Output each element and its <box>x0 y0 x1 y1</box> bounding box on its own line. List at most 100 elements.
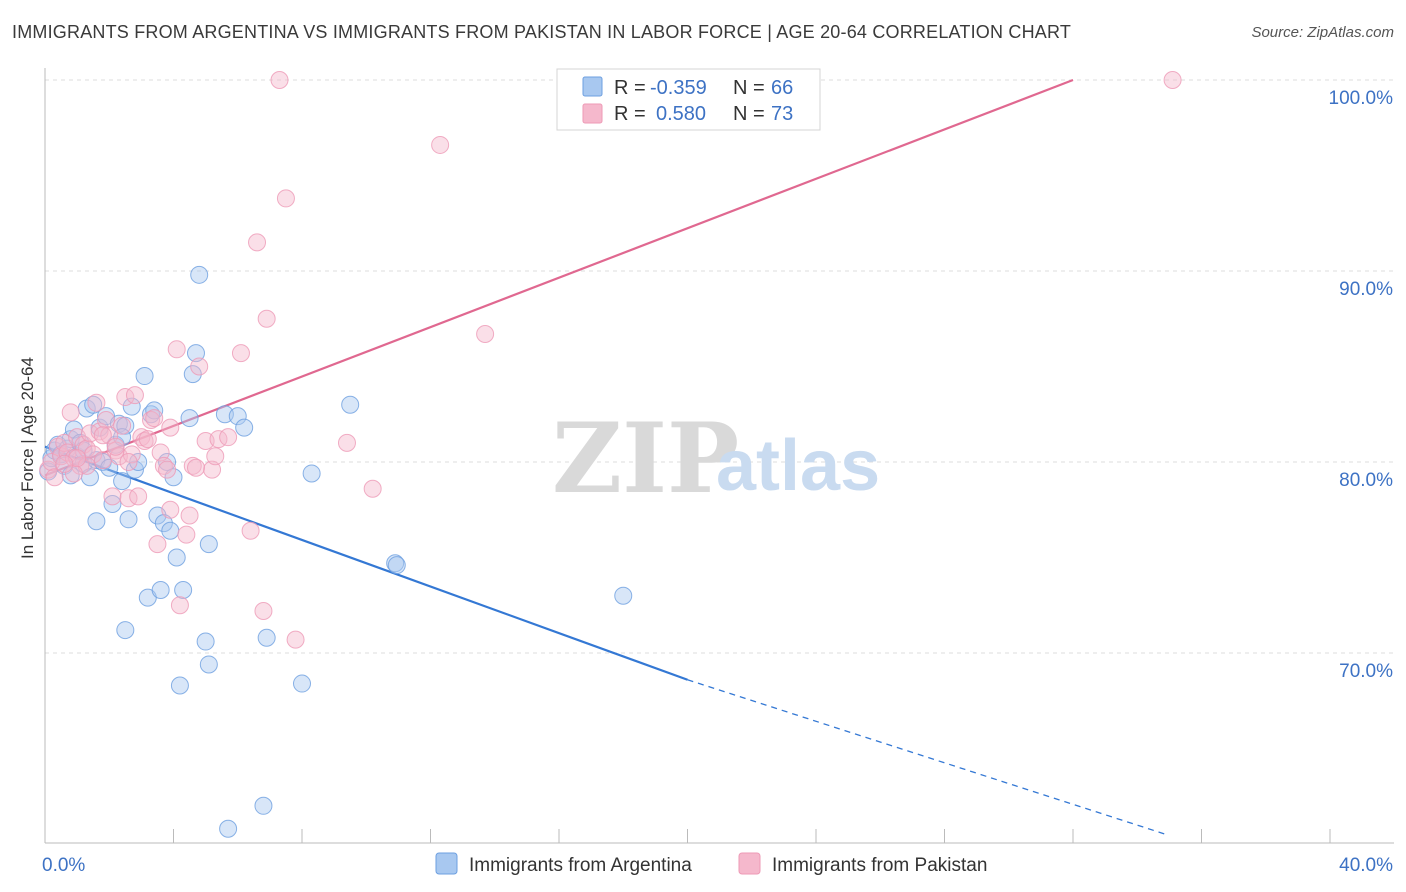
data-point-pakistan[interactable] <box>203 460 222 479</box>
data-point-pakistan[interactable] <box>142 410 161 429</box>
data-point-argentina[interactable] <box>254 796 273 815</box>
scatter-points[interactable] <box>39 71 1182 838</box>
data-point-argentina[interactable] <box>228 407 247 426</box>
data-point-pakistan[interactable] <box>129 487 148 506</box>
data-point-pakistan[interactable] <box>113 416 132 435</box>
y-tick-labels: 70.0% 80.0% 90.0% 100.0% <box>1329 88 1394 682</box>
data-point-pakistan[interactable] <box>100 426 119 445</box>
data-point-argentina[interactable] <box>164 468 183 487</box>
data-point-pakistan[interactable] <box>190 357 209 376</box>
data-point-pakistan[interactable] <box>97 410 116 429</box>
data-point-pakistan[interactable] <box>161 500 180 519</box>
data-point-pakistan[interactable] <box>145 409 164 428</box>
data-point-argentina[interactable] <box>196 632 215 651</box>
data-point-pakistan[interactable] <box>186 458 205 477</box>
data-point-argentina[interactable] <box>135 367 154 386</box>
watermark: ZIP atlas <box>552 402 880 515</box>
data-point-pakistan[interactable] <box>257 309 276 328</box>
data-point-argentina[interactable] <box>129 453 148 471</box>
data-point-pakistan[interactable] <box>337 433 356 452</box>
data-point-argentina[interactable] <box>100 458 119 477</box>
legend-n-label-argentina: N = <box>733 77 765 99</box>
data-point-argentina[interactable] <box>219 819 238 838</box>
data-point-pakistan[interactable] <box>61 403 80 422</box>
legend-label-pakistan[interactable]: Immigrants from Pakistan <box>772 855 987 876</box>
data-point-argentina[interactable] <box>119 510 138 529</box>
data-point-pakistan[interactable] <box>135 431 154 450</box>
data-point-argentina[interactable] <box>199 655 218 674</box>
data-point-argentina[interactable] <box>190 265 209 284</box>
data-point-argentina[interactable] <box>87 512 106 531</box>
data-point-pakistan[interactable] <box>219 428 238 447</box>
data-point-pakistan[interactable] <box>276 189 295 208</box>
y-tick-label: 80.0% <box>1339 470 1393 491</box>
data-point-argentina[interactable] <box>180 409 199 428</box>
legend-label-argentina[interactable]: Immigrants from Argentina <box>469 855 692 876</box>
data-point-pakistan[interactable] <box>87 393 106 412</box>
data-point-argentina[interactable] <box>183 365 202 384</box>
data-point-pakistan[interactable] <box>206 447 225 466</box>
data-point-argentina[interactable] <box>199 535 218 554</box>
data-point-argentina[interactable] <box>302 464 321 483</box>
data-point-argentina[interactable] <box>103 495 122 514</box>
trend-line-argentina-extension <box>687 679 1167 836</box>
data-point-pakistan[interactable] <box>148 535 167 554</box>
data-point-argentina[interactable] <box>113 472 132 491</box>
data-point-pakistan[interactable] <box>161 418 180 437</box>
data-point-pakistan[interactable] <box>45 468 64 487</box>
legend-swatch-argentina-bottom[interactable] <box>435 852 458 875</box>
data-point-argentina[interactable] <box>235 418 254 437</box>
data-point-pakistan[interactable] <box>151 443 170 462</box>
data-point-argentina[interactable] <box>170 676 189 695</box>
data-point-argentina[interactable] <box>84 395 103 414</box>
data-point-pakistan[interactable] <box>93 426 112 445</box>
data-point-pakistan[interactable] <box>103 487 122 506</box>
y-tick-label: 70.0% <box>1339 661 1393 682</box>
data-point-argentina[interactable] <box>61 466 80 485</box>
legend-swatch-pakistan-bottom[interactable] <box>738 852 761 875</box>
data-point-pakistan[interactable] <box>183 456 202 475</box>
data-point-pakistan[interactable] <box>125 386 144 405</box>
data-point-argentina[interactable] <box>387 556 406 575</box>
data-point-pakistan[interactable] <box>286 630 305 649</box>
data-point-argentina[interactable] <box>614 586 633 605</box>
data-point-argentina[interactable] <box>161 521 180 540</box>
legend-n-value-argentina: 66 <box>771 77 793 99</box>
data-point-pakistan[interactable] <box>1163 71 1182 89</box>
data-point-argentina[interactable] <box>341 395 360 414</box>
data-point-pakistan[interactable] <box>254 601 273 620</box>
data-point-argentina[interactable] <box>151 580 170 599</box>
data-point-argentina[interactable] <box>186 344 205 363</box>
data-point-pakistan[interactable] <box>138 430 157 449</box>
data-point-argentina[interactable] <box>174 580 193 599</box>
source-credit: Source: ZipAtlas.com <box>1251 24 1394 41</box>
data-point-pakistan[interactable] <box>158 460 177 479</box>
data-point-pakistan[interactable] <box>64 464 83 483</box>
data-point-pakistan[interactable] <box>180 506 199 525</box>
data-point-argentina[interactable] <box>145 401 164 420</box>
series-legend[interactable]: Immigrants from Argentina Immigrants fro… <box>435 852 987 876</box>
data-point-argentina[interactable] <box>167 548 186 567</box>
data-point-pakistan[interactable] <box>241 521 260 540</box>
data-point-pakistan[interactable] <box>231 344 250 363</box>
stats-legend: R = -0.359 N = 66 R = 0.580 N = 73 <box>556 68 821 131</box>
legend-r-label-argentina: R = <box>614 77 646 99</box>
data-point-pakistan[interactable] <box>55 454 74 473</box>
data-point-argentina[interactable] <box>293 674 311 693</box>
data-point-pakistan[interactable] <box>476 325 495 344</box>
watermark-zip: ZIP <box>552 402 739 515</box>
data-point-pakistan[interactable] <box>106 437 125 456</box>
data-point-pakistan[interactable] <box>431 135 450 154</box>
data-point-argentina[interactable] <box>122 397 141 416</box>
data-point-pakistan[interactable] <box>119 453 138 471</box>
data-point-pakistan[interactable] <box>270 71 289 89</box>
data-point-pakistan[interactable] <box>363 479 382 498</box>
legend-r-value-pakistan: 0.580 <box>656 103 706 125</box>
data-point-pakistan[interactable] <box>248 233 267 252</box>
data-point-pakistan[interactable] <box>177 525 196 544</box>
data-point-pakistan[interactable] <box>167 340 186 359</box>
data-point-argentina[interactable] <box>257 628 276 647</box>
data-point-pakistan[interactable] <box>170 596 189 615</box>
data-point-argentina[interactable] <box>116 621 135 640</box>
